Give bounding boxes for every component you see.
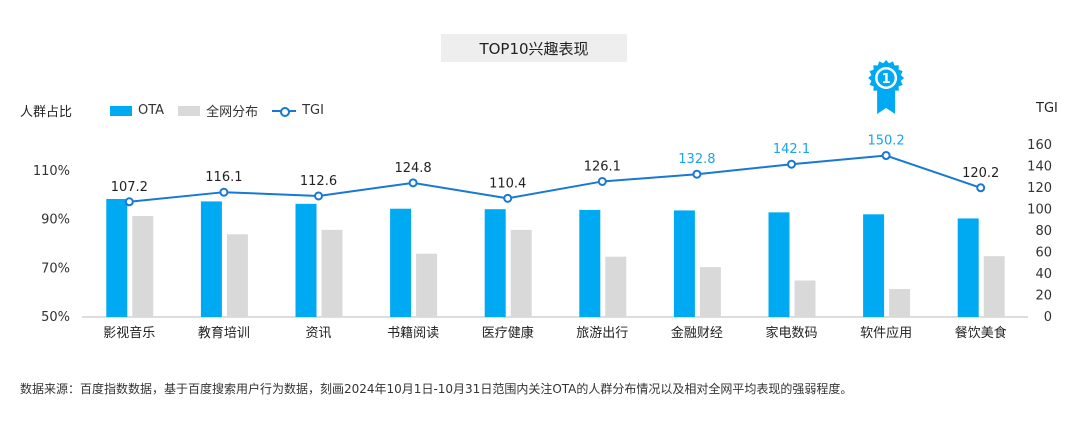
tgi-point (597, 176, 607, 186)
tgi-point (976, 183, 986, 193)
tgi-data-label: 142.1 (773, 142, 810, 157)
legend-item-ota: OTA (110, 103, 164, 118)
category-label: 影视音乐 (103, 325, 155, 341)
chart-title-box: TOP10兴趣表现 (441, 34, 627, 62)
right-tick-label: 0 (1044, 310, 1052, 325)
right-tick-label: 160 (1027, 138, 1052, 153)
bar-ota (957, 218, 979, 317)
bar-overall (605, 256, 627, 317)
bar-ota (484, 209, 506, 317)
category-label: 书籍阅读 (387, 325, 439, 341)
category-label: 医疗健康 (482, 325, 534, 341)
bar-ota (863, 214, 885, 317)
tgi-point (219, 187, 229, 197)
tgi-data-label: 112.6 (300, 174, 337, 189)
legend-item-overall: 全网分布 (178, 101, 258, 120)
tgi-point (314, 191, 323, 201)
legend-label-overall: 全网分布 (206, 105, 259, 120)
category-label: 教育培训 (198, 325, 250, 341)
tgi-point (787, 159, 796, 169)
category-label: 旅游出行 (576, 326, 628, 341)
right-tick-label: 20 (1035, 289, 1052, 304)
tgi-data-label: 126.1 (584, 159, 621, 174)
bar-overall (510, 229, 532, 317)
tgi-data-label: 110.4 (489, 176, 526, 191)
legend-label-tgi: TGI (302, 103, 324, 118)
bar-ota (295, 203, 317, 317)
bar-overall (226, 234, 248, 317)
left-axis-title: 人群占比 (20, 105, 73, 120)
tgi-data-label: 120.2 (962, 166, 999, 181)
left-tick-label: 90% (41, 213, 70, 228)
tgi-line (129, 154, 982, 203)
tgi-data-label: 132.8 (678, 152, 715, 167)
bar-overall (794, 280, 816, 317)
footnote: 数据来源：百度指数数据，基于百度搜索用户行为数据，刻画2024年10月1日-10… (20, 382, 853, 396)
chart-title: TOP10兴趣表现 (479, 39, 589, 58)
category-label: 家电数码 (765, 325, 817, 341)
bar-ota (390, 208, 412, 317)
chart-legend: OTA 全网分布 TGI (110, 101, 338, 120)
left-tick-label: 110% (33, 164, 70, 179)
right-tick-label: 60 (1035, 246, 1052, 261)
bar-ota (579, 209, 601, 317)
legend-swatch-tgi (272, 106, 297, 117)
category-label: 餐饮美食 (955, 325, 1007, 341)
tgi-point (692, 169, 702, 179)
bar-ota (106, 198, 128, 317)
legend-item-tgi: TGI (272, 103, 324, 118)
tgi-point (881, 151, 891, 161)
bar-overall (132, 216, 154, 317)
right-tick-label: 140 (1027, 160, 1052, 175)
tgi-point (408, 178, 418, 188)
svg-text:1: 1 (882, 72, 891, 87)
tgi-data-label: 116.1 (205, 170, 242, 185)
category-label: 资讯 (305, 326, 331, 341)
category-label: 金融财经 (671, 325, 723, 341)
right-tick-label: 80 (1035, 224, 1052, 239)
bar-overall (699, 267, 721, 317)
category-label: 软件应用 (860, 325, 912, 341)
legend-swatch-ota (110, 105, 132, 116)
bar-overall (321, 229, 343, 317)
right-tick-label: 100 (1027, 203, 1052, 218)
bar-ota (768, 212, 790, 317)
bar-ota (673, 210, 695, 317)
left-tick-label: 50% (41, 310, 70, 325)
left-tick-label: 70% (41, 261, 70, 276)
tgi-data-label: 107.2 (111, 180, 148, 195)
bar-ota (200, 201, 222, 317)
bar-overall (983, 256, 1005, 317)
tgi-point (503, 193, 513, 203)
right-tick-label: 40 (1035, 267, 1052, 282)
bar-overall (416, 253, 438, 317)
rank-badge-icon: 1 (868, 60, 905, 114)
legend-label-ota: OTA (138, 103, 165, 118)
legend-swatch-overall (178, 105, 201, 116)
bar-overall (889, 289, 911, 317)
tgi-point (124, 197, 134, 207)
tgi-data-label: 124.8 (394, 161, 431, 176)
right-tick-label: 120 (1027, 181, 1052, 196)
right-axis-title: TGI (1036, 101, 1058, 116)
tgi-data-label: 150.2 (867, 134, 904, 149)
